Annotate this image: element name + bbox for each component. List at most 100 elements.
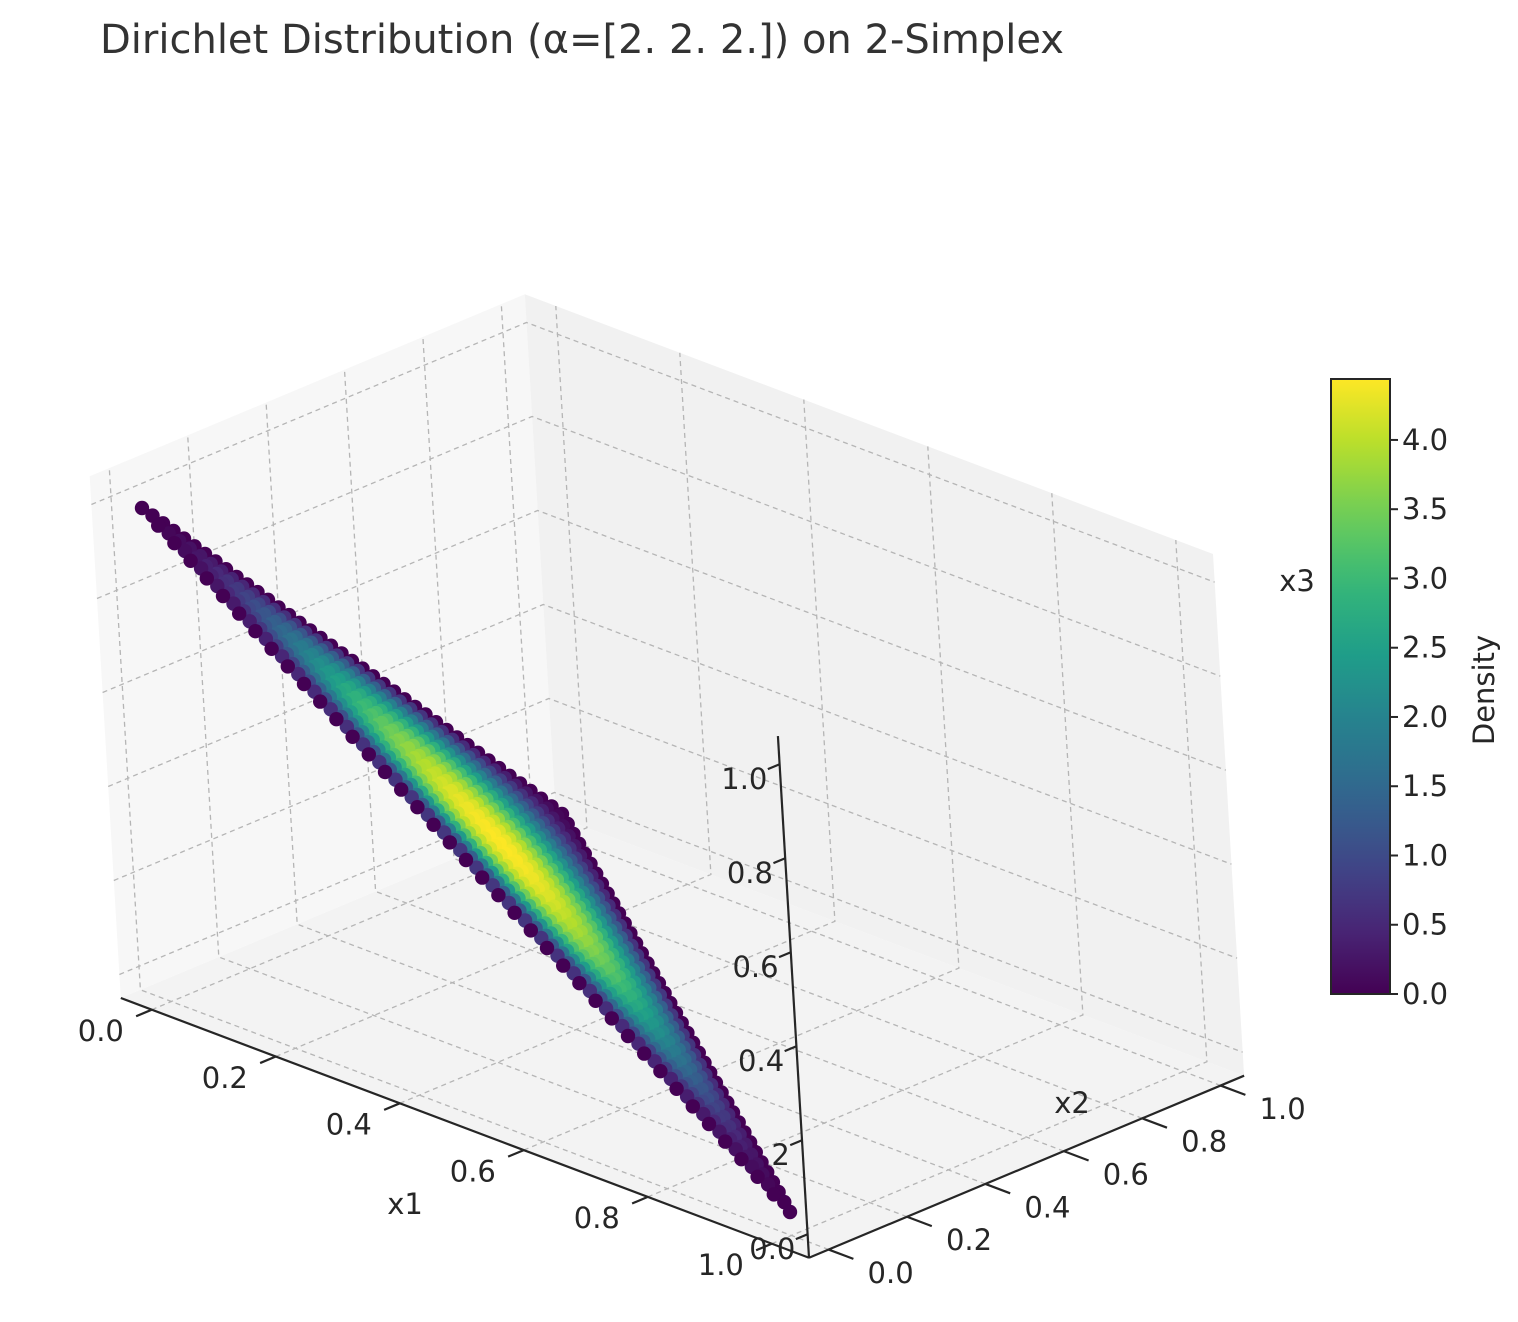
- x-tick-label: 0.2: [202, 1061, 248, 1095]
- colorbar-tick-label: 0.0: [1402, 977, 1448, 1011]
- scatter-point: [556, 958, 571, 973]
- z-tick: [795, 1233, 809, 1241]
- scatter-point: [782, 1204, 798, 1220]
- z-tick-label: 0.4: [738, 1044, 784, 1078]
- scatter-point: [475, 870, 490, 885]
- colorbar-label: Density: [1467, 635, 1501, 745]
- scatter-point: [539, 940, 555, 956]
- tick-labels: 0.00.00.00.20.20.20.40.40.40.6 0.60.60.80…: [78, 762, 1306, 1290]
- x-tick: [259, 1055, 277, 1065]
- gridline-x: [523, 446, 960, 1151]
- scatter-point: [588, 993, 603, 1008]
- scatter-point: [313, 694, 328, 709]
- scatter-point: [734, 1152, 749, 1167]
- scatter-point: [442, 835, 457, 850]
- scatter-point: [750, 1169, 765, 1185]
- colorbar-tick-label: 3.0: [1402, 561, 1448, 595]
- colorbar-tick-label: 4.0: [1402, 423, 1448, 457]
- gridlines: [91, 304, 1243, 1251]
- gridline-z: [91, 321, 1215, 583]
- scatter-points: [134, 500, 798, 1220]
- chart-title: Dirichlet Distribution (α=[2. 2. 2.]) on…: [100, 17, 1064, 63]
- gridline-x: [771, 539, 1208, 1245]
- x-axis-label: x1: [387, 1187, 423, 1221]
- scatter-point: [669, 1081, 684, 1097]
- y-tick-label: 0.2: [946, 1223, 992, 1257]
- gridline-x: [399, 399, 836, 1104]
- y-tick-label: 1.0: [1260, 1092, 1306, 1126]
- z-axis-label: x3: [1279, 564, 1315, 598]
- x-tick-label: 0.4: [326, 1108, 372, 1142]
- scatter-point: [426, 817, 441, 832]
- z-tick: [767, 763, 781, 771]
- z-tick: [789, 1139, 803, 1147]
- scatter-point: [637, 1046, 652, 1061]
- colorbar: 0.0 0.5 1.0 1.5 2.0 2.5 3.0 3.5 4.0: [1330, 378, 1448, 1011]
- colorbar-tick-label: 3.5: [1402, 492, 1448, 526]
- x-tick: [755, 1242, 773, 1252]
- gridline-x: [275, 352, 712, 1058]
- z-tick: [773, 857, 786, 865]
- x-tick-label: 0.8: [574, 1201, 620, 1235]
- x-tick-label: 0.0: [78, 1014, 124, 1048]
- scatter-point: [604, 1011, 619, 1026]
- gridline-z: [107, 603, 1232, 865]
- gridline-y: [187, 435, 908, 1218]
- colorbar-tick-label: 0.5: [1402, 908, 1448, 942]
- scatter-point: [523, 923, 538, 938]
- y-tick: [1220, 1084, 1246, 1096]
- scatter-point: [361, 747, 376, 762]
- z-tick-label: 0.8: [727, 856, 773, 890]
- gridline-x: [647, 493, 1084, 1198]
- y-tick-label: 0.4: [1024, 1190, 1070, 1224]
- gridline-z: [119, 791, 1243, 1053]
- scatter-point: [345, 729, 360, 744]
- axis-lines: [120, 735, 1246, 1260]
- scatter-point: [167, 536, 182, 551]
- scatter-point: [458, 852, 474, 868]
- scatter-point: [183, 553, 198, 568]
- x-tick-label: 0.6: [450, 1154, 496, 1188]
- scatter-point: [766, 1187, 781, 1202]
- scatter-point: [248, 624, 263, 639]
- scatter-point: [718, 1134, 733, 1149]
- colorbar-gradient: [1330, 378, 1391, 995]
- scatter-point: [572, 976, 587, 991]
- scatter-point: [394, 782, 409, 797]
- x-tick-label: 1.0: [698, 1248, 744, 1282]
- gridline-y: [108, 468, 829, 1251]
- gridline-y: [422, 336, 1143, 1119]
- x-axis-line: [120, 996, 810, 1259]
- y-tick: [1141, 1117, 1168, 1129]
- scatter-point: [199, 571, 214, 586]
- y-tick-label: 0.0: [868, 1256, 914, 1290]
- scatter-point: [280, 659, 295, 674]
- colorbar-tick-label: 2.0: [1402, 700, 1448, 734]
- colorbar-tick-label: 2.5: [1402, 631, 1448, 665]
- scatter-point: [232, 606, 247, 621]
- scatter-point: [151, 518, 166, 533]
- y-tick: [1063, 1150, 1089, 1162]
- scatter-point: [507, 905, 522, 920]
- y-tick: [985, 1182, 1011, 1195]
- colorbar-tick-label: 1.5: [1402, 769, 1448, 803]
- scatter-point: [264, 641, 279, 656]
- z-tick: [784, 1045, 797, 1053]
- y-tick-label: 0.8: [1181, 1125, 1227, 1159]
- gridline-z: [102, 509, 1227, 771]
- scatter-point: [410, 800, 425, 815]
- scatter-point: [377, 764, 393, 780]
- gridline-z: [113, 697, 1238, 959]
- y-tick: [906, 1215, 933, 1228]
- y-tick-label: 0.6: [1103, 1158, 1149, 1192]
- scatter-point: [491, 888, 506, 903]
- gridline-x: [151, 305, 588, 1011]
- z-tick: [778, 951, 792, 959]
- scatter-point: [685, 1099, 700, 1114]
- z-tick-label: 0.6: [732, 950, 778, 984]
- z-tick-label: 1.0: [721, 762, 767, 796]
- scatter-point: [134, 500, 150, 516]
- x-tick: [135, 1008, 153, 1018]
- scatter-point: [620, 1028, 636, 1044]
